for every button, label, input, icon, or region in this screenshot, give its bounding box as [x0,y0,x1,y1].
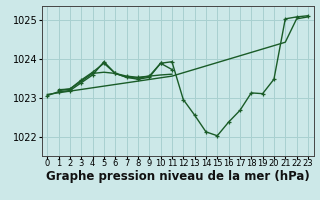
X-axis label: Graphe pression niveau de la mer (hPa): Graphe pression niveau de la mer (hPa) [46,170,309,183]
